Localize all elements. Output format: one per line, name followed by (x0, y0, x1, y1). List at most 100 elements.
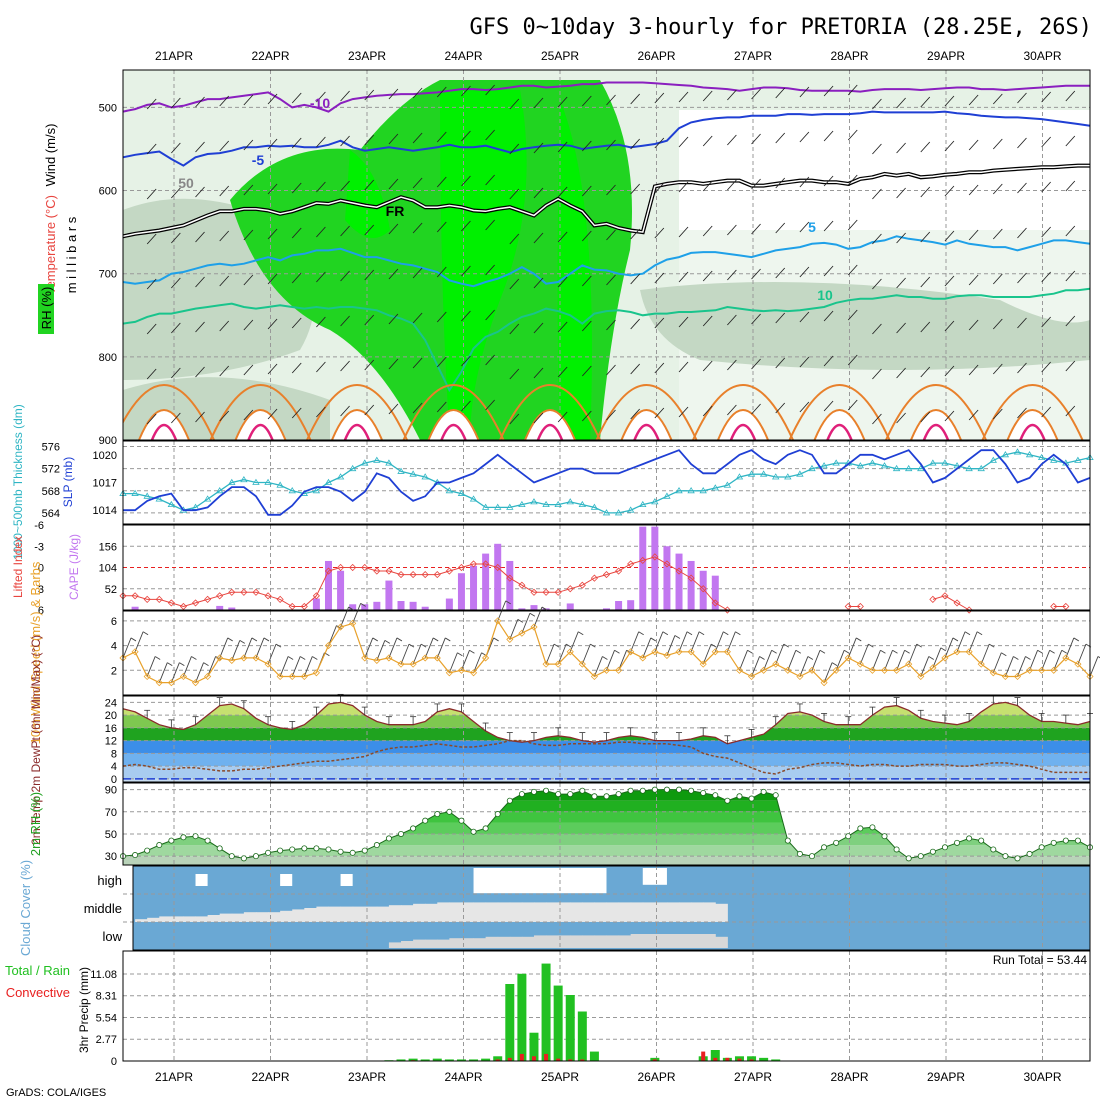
wind-barb (678, 631, 688, 652)
wind-barb (485, 219, 495, 231)
wind-barb (884, 650, 893, 671)
date-labels-top: 21APR 22APR 23APR 24APR 25APR 26APR 27APR 28APR… (155, 49, 1062, 63)
wind-barb (146, 368, 157, 380)
cloud-mid-cell (376, 906, 390, 922)
thickness-point (167, 500, 176, 508)
thickness-point (409, 470, 417, 477)
isotherm-line (122, 235, 1091, 288)
thickness-point (772, 473, 780, 480)
wind-barb-feather (445, 637, 451, 642)
lifted-index-line (123, 556, 728, 611)
wind-barb (920, 186, 931, 198)
lifted-index-point (506, 574, 514, 582)
cape-bar (131, 606, 139, 610)
rh-point (494, 811, 501, 818)
wind-barb (872, 143, 882, 155)
wind-barb (557, 321, 568, 333)
wind-barb (799, 86, 810, 98)
wind-barb (606, 274, 616, 286)
wind-barb (775, 357, 786, 369)
wind-barb (872, 368, 882, 380)
wind-barb (678, 226, 689, 238)
wind-barb (412, 87, 423, 99)
wind-speed-point (784, 666, 792, 674)
wind-barb (171, 277, 181, 289)
wind-barb-feather (831, 662, 838, 667)
rh-point (132, 852, 139, 859)
wind-barb (533, 277, 544, 289)
wind-barb (316, 226, 326, 238)
cloud-row-label: low (102, 929, 122, 944)
cloud-mid-cell (388, 905, 402, 922)
rh-point (398, 830, 405, 837)
lifted-index-point (602, 571, 611, 579)
wind-barb (630, 631, 640, 652)
wind-barb (968, 631, 978, 652)
wind-barb (1017, 317, 1027, 329)
wind-barb (448, 652, 458, 673)
wind-barb (267, 408, 278, 420)
wind-barb (316, 361, 326, 373)
wind-barb (267, 93, 278, 105)
thickness-point (941, 459, 949, 466)
wind-barb (195, 276, 205, 288)
cape-bar (494, 543, 502, 610)
rh-band (123, 856, 1090, 865)
wind-barb (908, 643, 918, 665)
thickness-point (820, 462, 828, 469)
precip-total-bar (444, 1059, 454, 1061)
cloud-mid-cell (183, 916, 197, 922)
isotherm-warm (402, 384, 505, 440)
thickness-point (602, 509, 611, 516)
wind-barb (243, 274, 254, 286)
wind-barb-feather (940, 647, 947, 652)
date-label-bottom: 21APR (155, 1070, 193, 1084)
wind-barb (823, 662, 833, 683)
wind-barb (992, 652, 1002, 673)
wind-barb (243, 184, 254, 196)
lifted-index-point (554, 588, 562, 596)
lifted-index-line (932, 595, 970, 611)
wind-barb (1041, 361, 1051, 373)
thickness-point (1037, 453, 1046, 460)
wind-barb (992, 138, 1003, 150)
date-label-top: 28APR (830, 49, 868, 63)
wind-speed-point (977, 660, 985, 668)
wind-barb (581, 643, 591, 665)
wind-speed-point (457, 666, 466, 674)
cloud-mid-cell (219, 913, 233, 922)
cloud-mid-cell (521, 902, 535, 922)
wind-barb (944, 637, 954, 659)
cape-tick-label: 52 (105, 584, 117, 596)
wind-speed-point (518, 629, 526, 637)
wind-barb (920, 411, 931, 423)
thickness-point (832, 459, 840, 466)
wind-speed-point (663, 651, 671, 660)
wind-barb-feather (843, 649, 850, 654)
rh-point (760, 788, 767, 795)
wind-barb (727, 134, 737, 146)
wind-barb (195, 96, 205, 108)
wind-barb (775, 312, 786, 324)
wind-barb-feather (299, 656, 306, 660)
wind-barb (630, 183, 641, 195)
panel-frame (122, 610, 1091, 696)
wind-speed-point (699, 660, 707, 668)
wind-barb (509, 98, 520, 110)
thickness-point (348, 464, 357, 472)
wind-barb (412, 267, 423, 279)
cloud-mid-cell (715, 903, 728, 922)
cloud-axis-label: Cloud Cover (%) (18, 860, 33, 956)
date-label-bottom: 29APR (927, 1070, 965, 1084)
wind-speed-point (760, 666, 768, 674)
wind-speed-point (216, 654, 224, 662)
wind-barb (678, 361, 689, 373)
rh-point (845, 833, 852, 840)
wind-barb (847, 309, 858, 321)
wind-barb (896, 142, 906, 154)
wind-barb (727, 314, 737, 326)
dewpoint-line (122, 739, 1090, 775)
wind-barb (654, 227, 665, 239)
wind-speed-point (651, 648, 659, 656)
wind-barb (1089, 656, 1099, 677)
